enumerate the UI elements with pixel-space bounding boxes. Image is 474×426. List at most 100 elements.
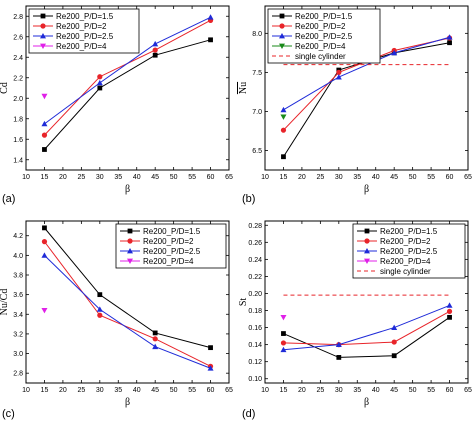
legend-label: Re200_P/D=1.5 [56,12,114,21]
legend-label: Re200_P/D=1.5 [380,227,438,236]
legend-label: single cylinder [295,52,346,61]
x-axis-label: β [125,397,130,408]
legend-label: Re200_P/D=2.5 [295,32,353,41]
legend-label: Re200_P/D=2 [56,22,107,31]
x-tick-label: 55 [188,174,196,181]
data-point [335,74,342,80]
data-point [391,339,397,345]
x-tick-label: 65 [464,174,472,181]
plot-frame [25,220,230,384]
x-tick-label: 15 [41,174,49,181]
y-tick-label: 2.6 [13,34,23,41]
x-tick-label: 25 [316,387,324,394]
legend-item: Re200_P/D=4 [120,257,194,266]
data-point [152,343,159,350]
legend-label: Re200_P/D=1.5 [143,227,201,236]
data-point [41,93,48,100]
legend-label: Re200_P/D=4 [295,42,346,51]
x-tick-label: 55 [427,387,435,394]
legend-item: Re200_P/D=2 [272,22,346,31]
y-tick-label: 6.5 [252,148,262,155]
data-point [97,85,103,91]
x-tick-label: 50 [409,174,417,181]
legend-swatch-marker [279,13,285,19]
series-re200-p-d-4 [280,314,287,321]
y-tick-label: 0.18 [248,308,262,315]
plot-frame [264,5,469,171]
plot-frame [264,220,469,384]
legend-swatch-marker [40,33,46,39]
y-tick-label: 3.0 [13,351,23,358]
x-tick-label: 25 [316,174,324,181]
legend: Re200_P/D=1.5Re200_P/D=2Re200_P/D=2.5Re2… [115,223,227,269]
legend-label: Re200_P/D=4 [56,42,107,51]
legend-swatch-marker [364,248,370,254]
legend-item: Re200_P/D=2.5 [33,32,114,41]
series-line [44,255,211,369]
y-tick-label: 0.20 [248,291,262,298]
series-line [44,39,211,150]
data-point [280,314,287,321]
legend-swatch-marker [279,43,285,49]
y-axis-label: Nu [238,82,249,94]
data-point [41,307,48,314]
x-tick-label: 40 [372,174,380,181]
series-re200-p-d-4 [280,114,287,120]
y-tick-label: 2.8 [13,371,23,378]
x-tick-label: 30 [96,387,104,394]
x-tick-label: 50 [170,174,178,181]
x-tick-label: 45 [390,174,398,181]
legend-item: Re200_P/D=1.5 [357,227,438,236]
data-point [280,114,287,120]
x-tick-label: 55 [427,174,435,181]
y-tick-label: 3.4 [13,312,23,319]
x-axis-label: β [364,184,369,195]
series-line [283,36,450,111]
legend-item: Re200_P/D=4 [272,42,346,51]
data-point [207,365,214,371]
data-point [446,308,453,314]
panel-label: (b) [242,193,255,205]
legend-swatch-marker [364,228,370,234]
data-point [208,345,213,351]
x-tick-label: 65 [464,387,472,394]
x-tick-label: 20 [298,387,306,394]
y-tick-label: 0.26 [248,240,262,247]
legend-label: Re200_P/D=4 [143,257,194,266]
legend-swatch-marker [127,248,133,254]
x-tick-label: 50 [170,387,178,394]
legend: Re200_P/D=1.5Re200_P/D=2Re200_P/D=2.5Re2… [267,8,381,64]
data-point [280,346,287,353]
x-tick-label: 20 [59,387,67,394]
data-point [391,353,397,359]
y-axis-label: Nu/Cd [0,289,10,316]
data-point [42,225,47,231]
x-tick-label: 50 [409,387,417,394]
chart-panel-b: 10 15 20 25 30 35 40 45 50 55 60 65 6.5 7.0 7.5 8.0 β Nu (… [238,5,472,205]
series-re200-p-d-1-5 [42,225,213,351]
data-point [446,34,453,40]
legend-label: Re200_P/D=1.5 [295,12,353,21]
data-point [335,341,342,348]
y-tick-label: 4.0 [13,253,23,260]
y-tick-label: 7.0 [252,109,262,116]
legend-label: Re200_P/D=2 [143,237,194,246]
data-point [41,252,48,258]
x-tick-label: 40 [133,387,141,394]
series-re200-p-d-2-5 [280,34,453,113]
data-point [281,154,286,160]
x-tick-label: 40 [133,174,141,181]
data-point [281,331,286,336]
x-tick-label: 10 [22,174,30,181]
data-point [207,14,214,20]
x-tick-label: 35 [353,387,361,394]
legend: Re200_P/D=1.5Re200_P/D=2Re200_P/D=2.5Re2… [28,8,140,54]
x-tick-label: 20 [59,174,67,181]
data-point [152,336,158,342]
x-tick-label: 45 [151,387,159,394]
series-re200-p-d-1-5 [42,37,213,152]
data-point [208,37,213,43]
x-tick-label: 40 [372,387,380,394]
x-tick-label: 20 [298,174,306,181]
